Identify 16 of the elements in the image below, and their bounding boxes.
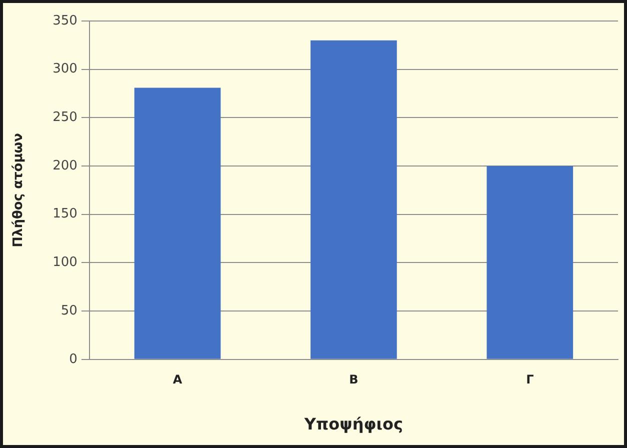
y-tick-label: 300 [52,62,78,77]
y-tick-label: 150 [52,206,78,222]
x-tick-label: Β [349,372,358,387]
y-tick-label: 250 [52,110,78,126]
x-tick-label: Α [172,372,183,387]
y-tick-label: 0 [69,352,78,367]
y-tick-label: 100 [52,255,78,270]
y-tick-label: 200 [52,158,78,174]
y-tick-label: 350 [52,13,78,28]
x-axis-title: Υποψήφιος [303,414,403,434]
bar [310,40,397,359]
bar [486,166,574,359]
x-tick-label: Γ [526,372,534,387]
y-axis-title: Πλήθος ατόμων [11,132,26,248]
y-tick-label: 50 [60,303,78,318]
bar [134,88,221,359]
